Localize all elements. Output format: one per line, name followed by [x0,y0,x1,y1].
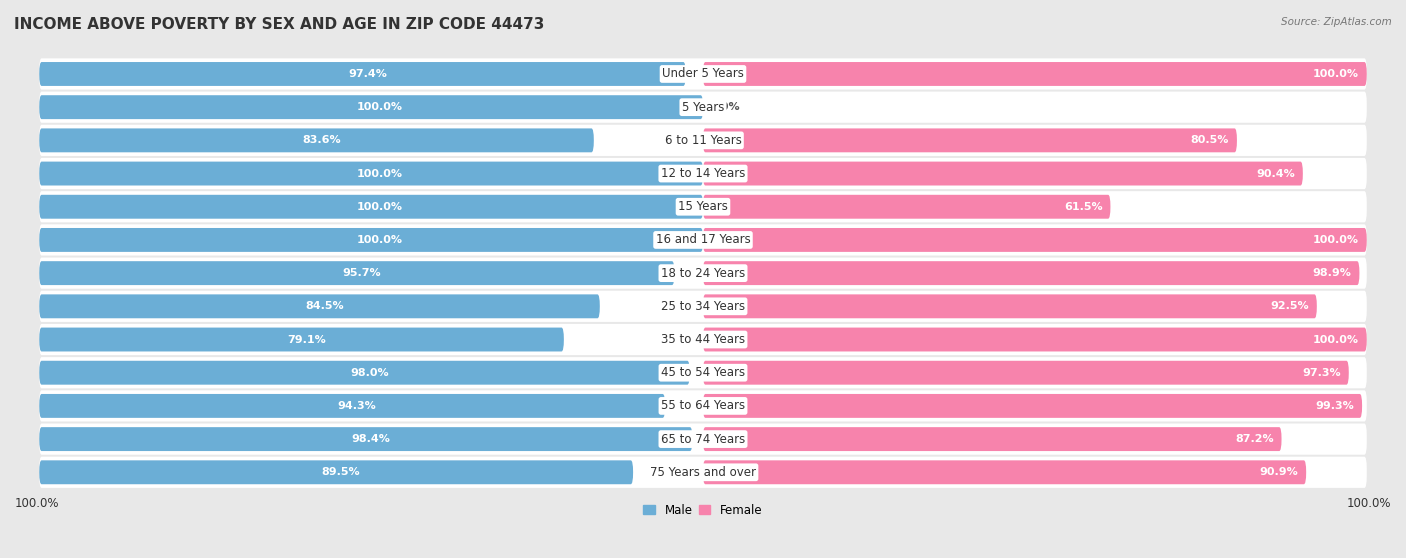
Text: 79.1%: 79.1% [287,335,326,344]
FancyBboxPatch shape [39,324,1367,355]
Text: 35 to 44 Years: 35 to 44 Years [661,333,745,346]
Text: 94.3%: 94.3% [337,401,377,411]
FancyBboxPatch shape [39,95,703,119]
FancyBboxPatch shape [39,361,690,384]
FancyBboxPatch shape [39,228,703,252]
FancyBboxPatch shape [39,460,633,484]
Text: 83.6%: 83.6% [302,136,340,146]
Text: 100.0%: 100.0% [1313,335,1358,344]
Text: 80.5%: 80.5% [1191,136,1229,146]
Text: 65 to 74 Years: 65 to 74 Years [661,432,745,446]
FancyBboxPatch shape [39,258,1367,288]
FancyBboxPatch shape [703,195,1111,219]
FancyBboxPatch shape [39,128,593,152]
Text: 15 Years: 15 Years [678,200,728,213]
FancyBboxPatch shape [703,261,1360,285]
FancyBboxPatch shape [39,92,1367,123]
FancyBboxPatch shape [703,295,1317,318]
FancyBboxPatch shape [703,427,1281,451]
Text: 18 to 24 Years: 18 to 24 Years [661,267,745,280]
Text: 45 to 54 Years: 45 to 54 Years [661,366,745,379]
Text: 90.4%: 90.4% [1256,169,1295,179]
FancyBboxPatch shape [39,328,564,352]
FancyBboxPatch shape [703,128,1237,152]
Legend: Male, Female: Male, Female [638,499,768,521]
Text: 55 to 64 Years: 55 to 64 Years [661,400,745,412]
Text: 6 to 11 Years: 6 to 11 Years [665,134,741,147]
FancyBboxPatch shape [39,125,1367,156]
FancyBboxPatch shape [39,424,1367,455]
FancyBboxPatch shape [39,191,1367,222]
Text: 98.4%: 98.4% [352,434,391,444]
Text: 84.5%: 84.5% [305,301,344,311]
Text: 95.7%: 95.7% [343,268,381,278]
FancyBboxPatch shape [39,427,692,451]
FancyBboxPatch shape [39,261,675,285]
Text: 87.2%: 87.2% [1234,434,1274,444]
Text: 100.0%: 100.0% [1313,69,1358,79]
Text: INCOME ABOVE POVERTY BY SEX AND AGE IN ZIP CODE 44473: INCOME ABOVE POVERTY BY SEX AND AGE IN Z… [14,17,544,32]
FancyBboxPatch shape [703,460,1306,484]
Text: 100.0%: 100.0% [357,202,402,211]
Text: 100.0%: 100.0% [357,102,402,112]
Text: 5 Years: 5 Years [682,100,724,114]
Text: 97.4%: 97.4% [349,69,387,79]
FancyBboxPatch shape [703,328,1367,352]
Text: 75 Years and over: 75 Years and over [650,466,756,479]
FancyBboxPatch shape [703,62,1367,86]
FancyBboxPatch shape [703,228,1367,252]
FancyBboxPatch shape [39,59,1367,90]
Text: 100.0%: 100.0% [1313,235,1358,245]
Text: 0.0%: 0.0% [710,102,741,112]
FancyBboxPatch shape [703,394,1362,418]
Text: 99.3%: 99.3% [1316,401,1354,411]
Text: 90.9%: 90.9% [1260,467,1298,477]
FancyBboxPatch shape [39,158,1367,189]
Text: 92.5%: 92.5% [1270,301,1309,311]
Text: 89.5%: 89.5% [322,467,360,477]
Text: 16 and 17 Years: 16 and 17 Years [655,233,751,247]
FancyBboxPatch shape [39,357,1367,388]
FancyBboxPatch shape [39,394,665,418]
FancyBboxPatch shape [39,195,703,219]
Text: Under 5 Years: Under 5 Years [662,68,744,80]
Text: 100.0%: 100.0% [357,235,402,245]
Text: 97.3%: 97.3% [1302,368,1341,378]
Text: 100.0%: 100.0% [357,169,402,179]
FancyBboxPatch shape [39,456,1367,488]
Text: 98.0%: 98.0% [350,368,389,378]
Text: Source: ZipAtlas.com: Source: ZipAtlas.com [1281,17,1392,27]
FancyBboxPatch shape [39,224,1367,256]
Text: 25 to 34 Years: 25 to 34 Years [661,300,745,313]
FancyBboxPatch shape [39,390,1367,421]
FancyBboxPatch shape [39,162,703,185]
Text: 98.9%: 98.9% [1313,268,1351,278]
FancyBboxPatch shape [39,295,600,318]
FancyBboxPatch shape [703,361,1348,384]
FancyBboxPatch shape [703,162,1303,185]
Text: 12 to 14 Years: 12 to 14 Years [661,167,745,180]
FancyBboxPatch shape [39,291,1367,322]
FancyBboxPatch shape [39,62,686,86]
Text: 61.5%: 61.5% [1064,202,1102,211]
